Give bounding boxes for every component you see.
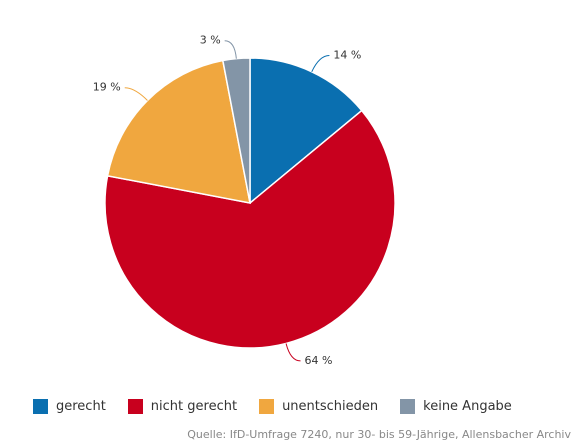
legend-label: gerecht xyxy=(56,399,106,414)
legend-swatch xyxy=(259,399,275,414)
pie-slice xyxy=(249,57,363,205)
data-label: 14 % xyxy=(333,49,361,62)
leader-line xyxy=(224,40,237,59)
legend-swatch xyxy=(33,399,48,414)
legend-item: keine Angabe xyxy=(400,399,512,414)
legend-label: keine Angabe xyxy=(423,399,512,414)
legend-item: gerecht xyxy=(33,399,106,414)
legend-swatch xyxy=(127,399,143,414)
leader-line xyxy=(285,343,301,362)
legend-label: nicht gerecht xyxy=(150,399,238,414)
legend: gerecht nicht gerecht unentschieden keine A… xyxy=(33,399,512,414)
source: Quelle: IfD-Umfrage 7240, nur 30- bis 59… xyxy=(187,428,571,441)
data-label: 19 % xyxy=(93,81,121,94)
legend-item: unentschieden xyxy=(259,399,378,414)
data-label: 64 % xyxy=(305,354,333,367)
data-label: 3 % xyxy=(200,34,221,47)
pie-slice xyxy=(104,109,396,349)
chart: 14 % 64 % 19 % 3 % xyxy=(93,34,396,367)
leader-line xyxy=(124,87,148,101)
pie-slice xyxy=(221,57,251,204)
legend-item: nicht gerecht xyxy=(127,399,238,414)
legend-label: unentschieden xyxy=(282,399,379,414)
legend-swatch xyxy=(400,399,416,414)
leader-line xyxy=(311,55,330,73)
